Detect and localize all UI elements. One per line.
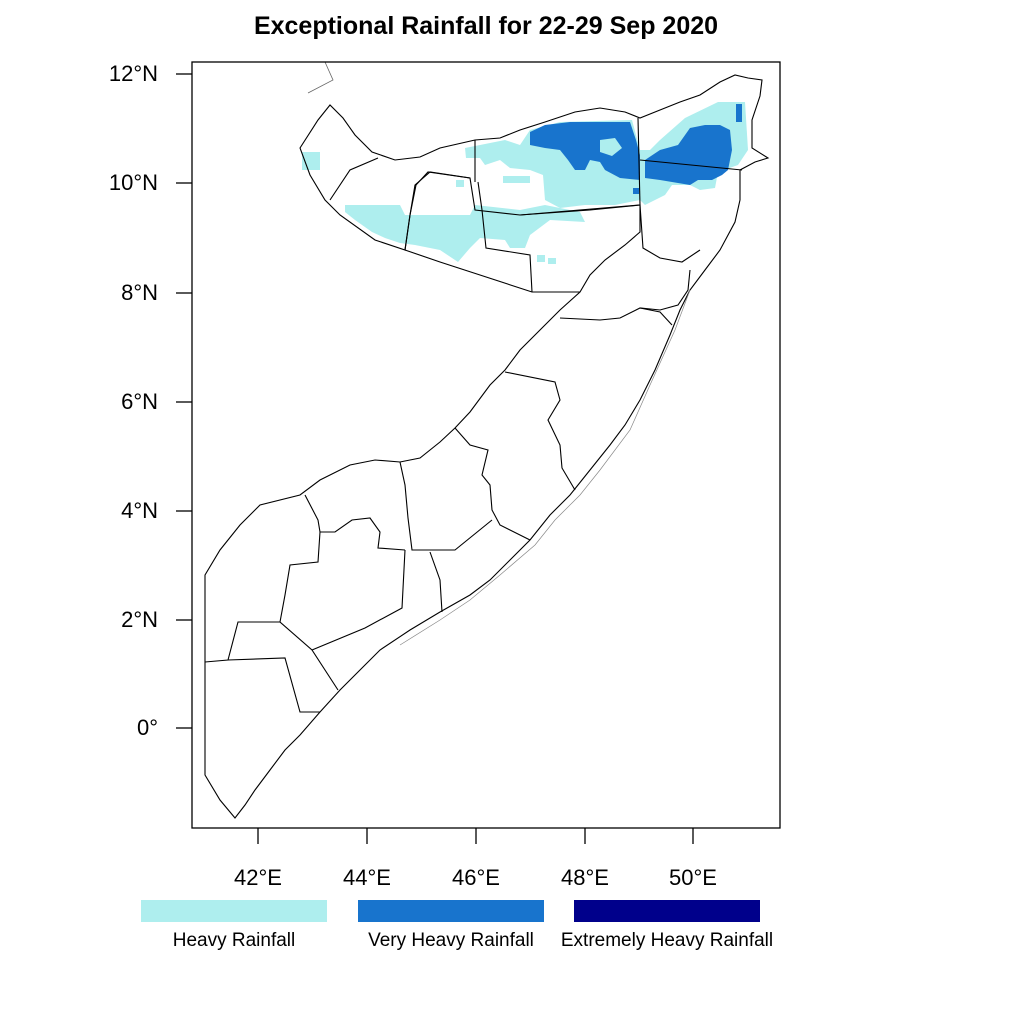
lat-label-6n: 6°N	[121, 389, 158, 414]
legend-label-extremely-heavy: Extremely Heavy Rainfall	[560, 930, 774, 951]
lat-label-2n: 2°N	[121, 607, 158, 632]
admin-border-12	[454, 427, 531, 541]
admin-border-15	[279, 531, 339, 691]
coastline	[204, 74, 770, 819]
admin-border-11	[504, 371, 576, 491]
legend-label-heavy: Heavy Rainfall	[172, 930, 296, 951]
admin-border-3	[477, 181, 533, 293]
admin-border-13	[399, 461, 493, 551]
map-title: Exceptional Rainfall for 22-29 Sep 2020	[253, 12, 719, 40]
heavy-rainfall-spot-c	[537, 255, 545, 262]
legend-swatch-heavy	[141, 900, 327, 922]
admin-border-4	[519, 204, 701, 263]
lat-label-10n: 10°N	[108, 170, 158, 195]
lat-label-8n: 8°N	[121, 280, 158, 305]
admin-border-14	[304, 494, 406, 551]
admin-border-1	[329, 157, 379, 201]
lat-label-4n: 4°N	[121, 498, 158, 523]
admin-border-9	[559, 269, 691, 321]
legend-label-very-heavy: Very Heavy Rainfall	[368, 930, 534, 951]
very-heavy-rainfall-spot	[736, 104, 742, 122]
heavy-rainfall-spot-d	[548, 258, 556, 264]
country-outline	[204, 61, 770, 819]
admin-border-17	[227, 657, 320, 713]
map-frame	[191, 61, 781, 829]
admin-border-10	[639, 307, 673, 326]
very-heavy-rainfall-east	[645, 125, 732, 185]
admin-border-2	[404, 171, 471, 251]
very-heavy-rainfall-point	[633, 188, 639, 194]
lon-label-42e: 42°E	[234, 865, 282, 890]
admin-border-7	[639, 159, 743, 171]
legend-swatch-very-heavy	[358, 900, 544, 922]
admin-border-6	[637, 117, 641, 206]
lon-label-44e: 44°E	[343, 865, 391, 890]
rainfall-holes	[600, 138, 622, 156]
admin-border-8	[404, 249, 580, 293]
lon-label-48e: 48°E	[561, 865, 609, 890]
legend-swatch-extremely-heavy	[574, 900, 760, 922]
lon-label-46e: 46°E	[452, 865, 500, 890]
inland-coast-shadow	[399, 289, 691, 646]
very-heavy-rainfall-west	[530, 122, 640, 180]
heavy-rainfall-awdal-belt	[345, 205, 585, 262]
admin-border-19	[429, 551, 443, 613]
admin-border-18	[311, 549, 406, 651]
lat-label-0: 0°	[136, 715, 158, 740]
very-heavy-rainfall-areas	[530, 104, 742, 194]
tick-marks	[176, 73, 694, 844]
lon-label-50e: 50°E	[669, 865, 717, 890]
admin-border-16	[204, 621, 280, 663]
neighbor-border	[307, 61, 334, 94]
heavy-rainfall-spot-a	[503, 176, 530, 183]
lat-label-12n: 12°N	[108, 61, 158, 86]
heavy-rainfall-spot-b	[456, 180, 464, 187]
